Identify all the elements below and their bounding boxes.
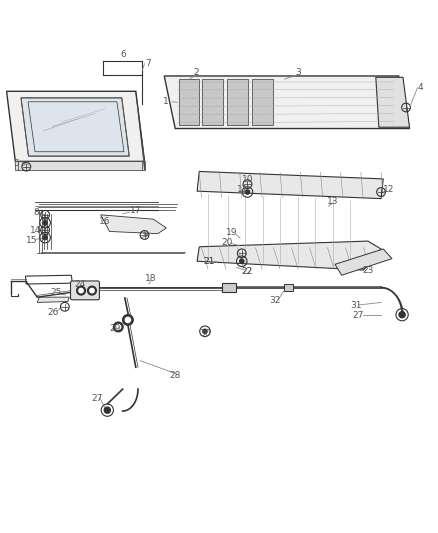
Text: 12: 12 [383,185,394,195]
Text: 31: 31 [350,302,362,310]
Polygon shape [164,76,410,128]
Text: 25: 25 [50,288,62,297]
Polygon shape [335,249,392,275]
Text: 19: 19 [226,228,238,237]
Text: 23: 23 [362,266,374,276]
Text: 15: 15 [26,236,37,245]
Polygon shape [15,161,145,170]
Text: 32: 32 [269,296,281,305]
Bar [284,284,293,291]
Polygon shape [179,79,199,125]
Polygon shape [252,79,273,125]
Circle shape [116,325,121,329]
Polygon shape [227,79,248,125]
Polygon shape [7,91,145,161]
Text: 28: 28 [170,370,181,379]
Circle shape [203,329,207,334]
Circle shape [43,236,47,240]
Circle shape [240,259,244,263]
Circle shape [88,286,96,295]
Text: 21: 21 [204,257,215,266]
Text: 20: 20 [221,238,233,247]
Text: 13: 13 [327,197,339,206]
Text: 2: 2 [194,68,199,77]
Circle shape [113,322,123,332]
Polygon shape [136,91,145,170]
Circle shape [245,190,250,194]
FancyBboxPatch shape [71,281,99,300]
Text: 5: 5 [14,159,20,168]
Text: 21: 21 [204,257,215,266]
Polygon shape [202,79,223,125]
Text: 8: 8 [33,208,39,217]
Text: 24: 24 [74,279,86,288]
Circle shape [43,221,47,225]
Text: 10: 10 [242,175,253,184]
Polygon shape [197,241,381,270]
Polygon shape [37,297,69,302]
Text: 6: 6 [120,50,127,59]
Circle shape [90,288,94,293]
Polygon shape [101,215,166,233]
Text: 7: 7 [145,59,151,68]
Bar [222,282,236,293]
Circle shape [79,288,83,293]
Text: 18: 18 [145,274,157,283]
Polygon shape [197,172,383,199]
Circle shape [125,317,131,322]
Text: 4: 4 [418,83,423,92]
Circle shape [77,286,85,295]
Circle shape [123,314,133,325]
Text: 30: 30 [199,329,211,338]
Text: 22: 22 [241,267,252,276]
Text: 27: 27 [353,311,364,320]
Text: 11: 11 [237,185,249,194]
Text: 22: 22 [241,267,252,276]
Text: 17: 17 [130,206,141,215]
Text: 3: 3 [295,68,301,77]
Circle shape [399,312,405,318]
Text: 27: 27 [92,394,103,403]
Text: 1: 1 [162,98,169,106]
Text: 16: 16 [99,217,111,227]
Circle shape [104,407,110,413]
Polygon shape [376,77,410,127]
Text: 14: 14 [30,226,42,235]
Text: 29: 29 [109,324,120,333]
Text: 9: 9 [142,230,148,239]
Text: 26: 26 [48,308,59,317]
Polygon shape [21,98,129,156]
